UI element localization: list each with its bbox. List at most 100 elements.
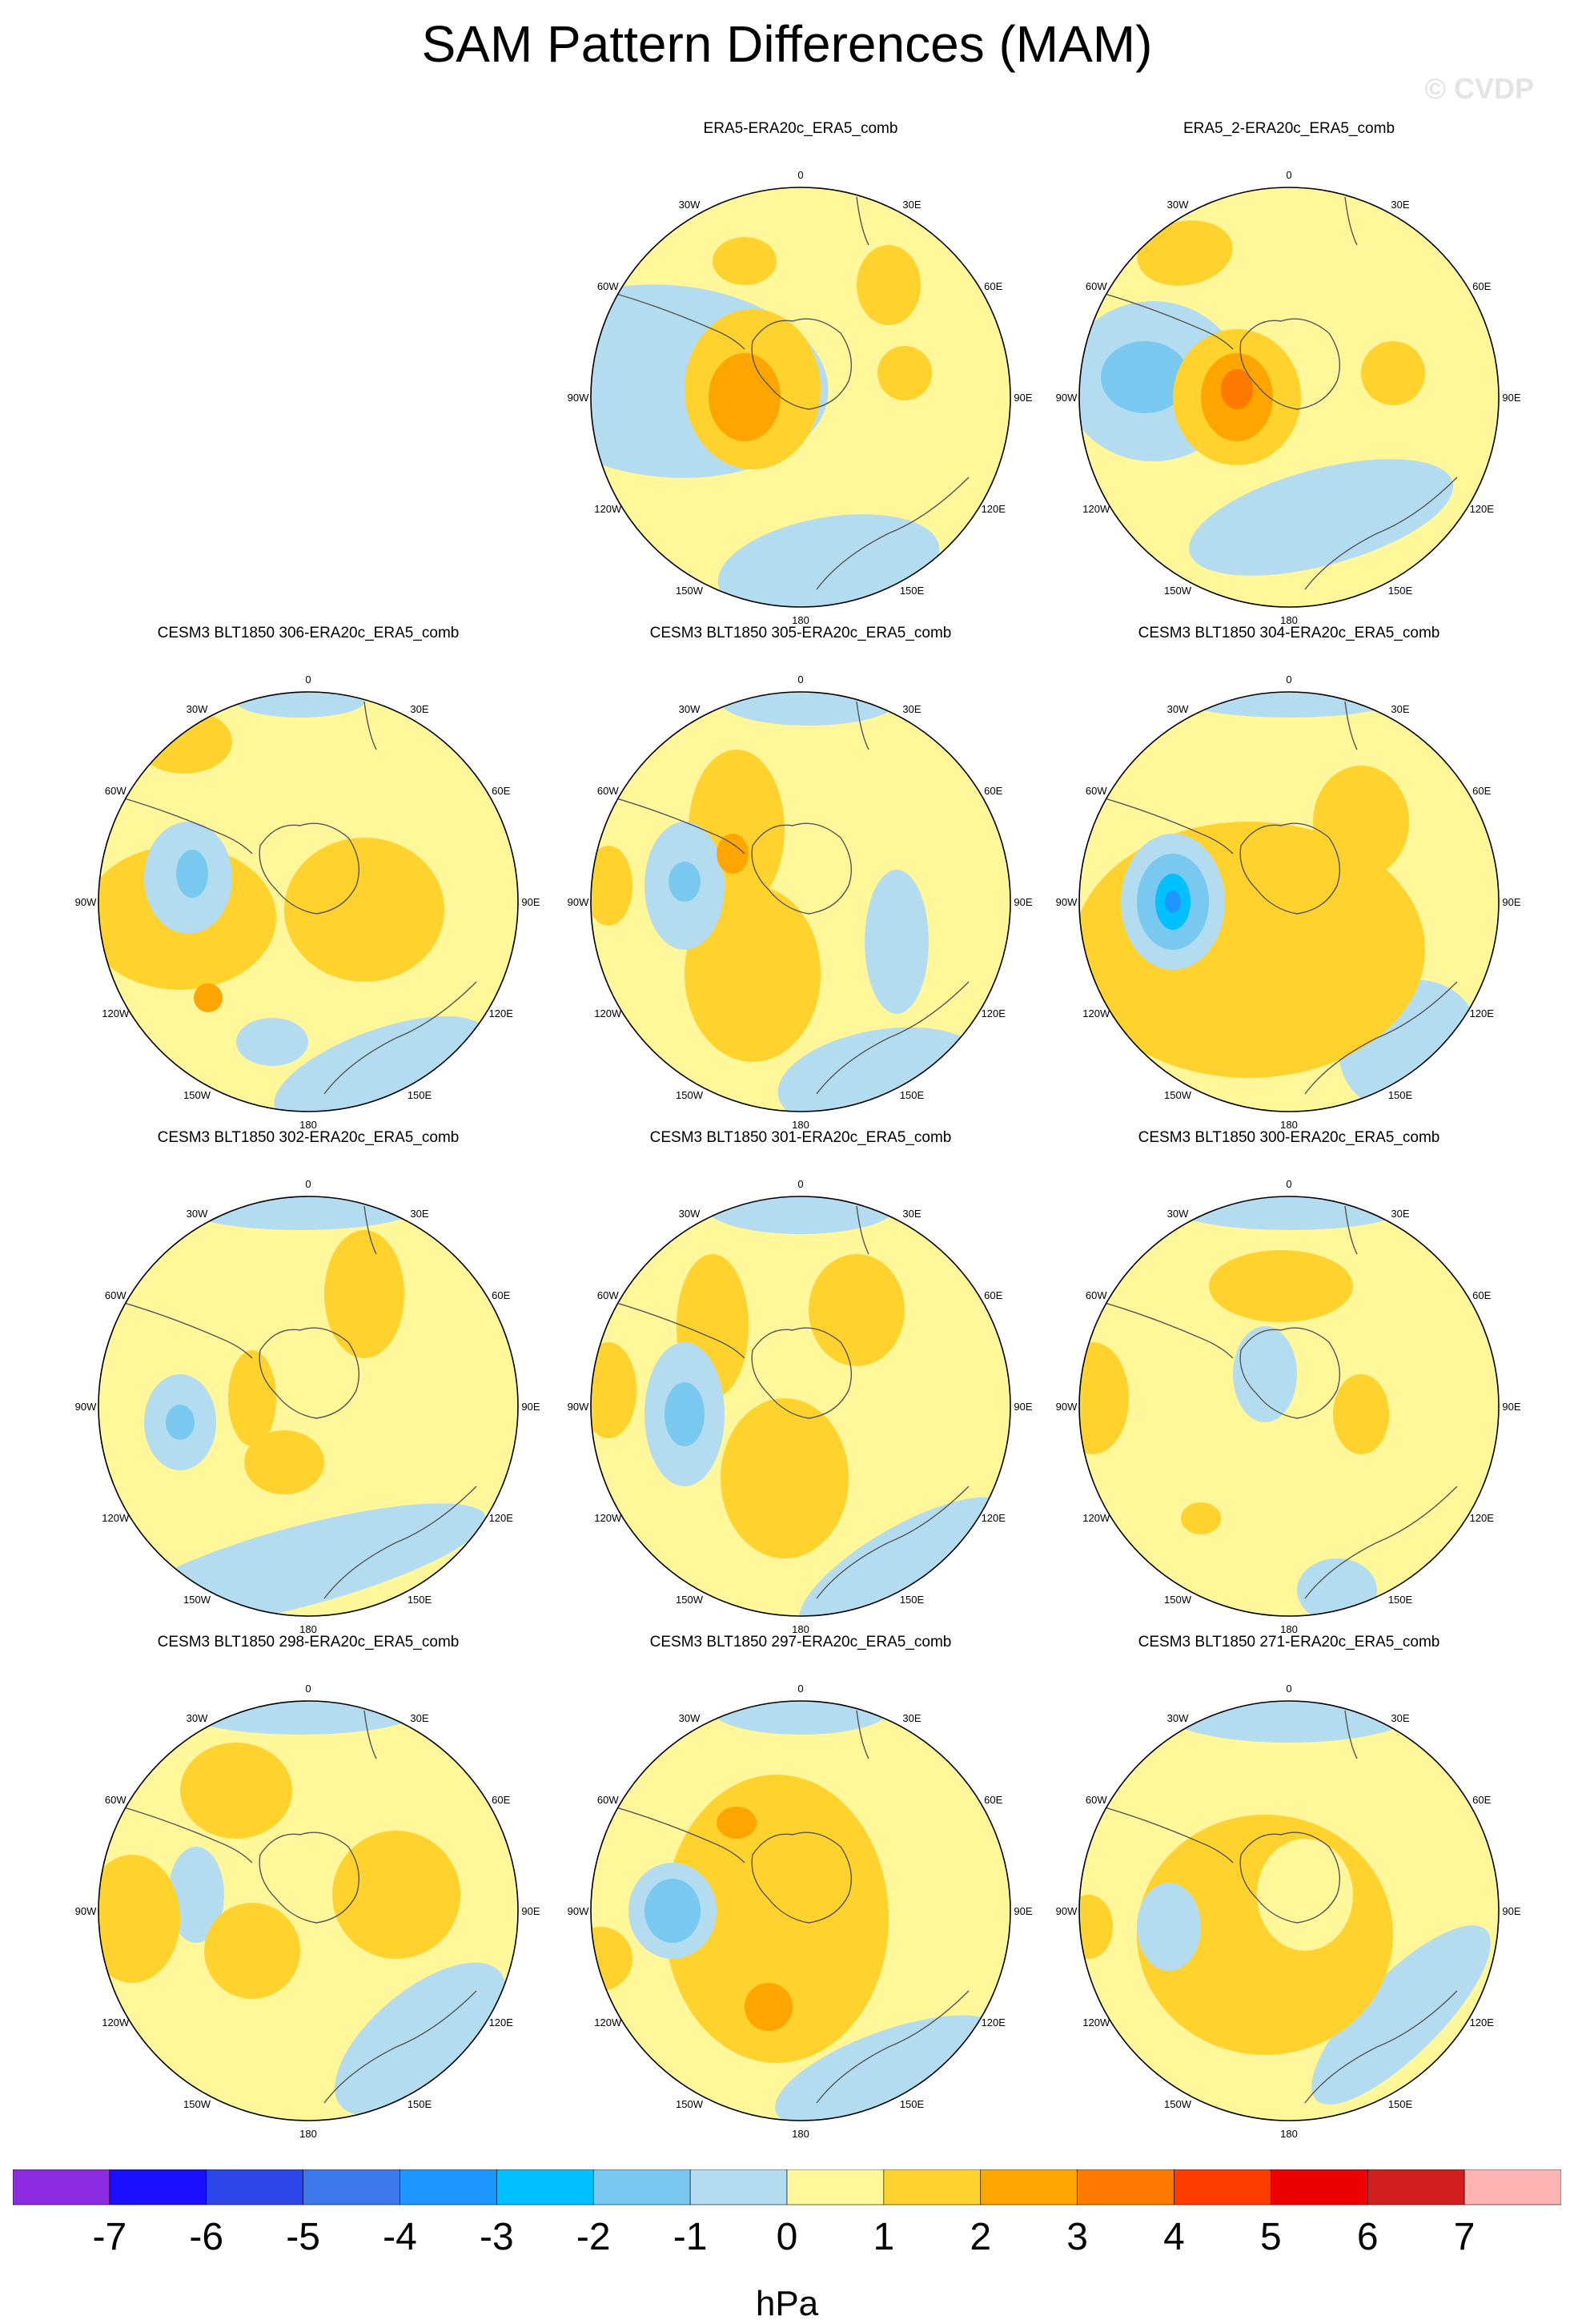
longitude-label: 180 [1280, 1119, 1298, 1129]
contour-region [721, 692, 897, 726]
antarctica-coastline [751, 822, 853, 915]
longitude-label: 120W [594, 1007, 622, 1019]
colorbar-tick-label: 2 [970, 2216, 991, 2258]
longitude-label: 30E [902, 1712, 921, 1724]
longitude-label: 30W [187, 1208, 208, 1220]
longitude-label: 120W [1082, 2016, 1110, 2028]
colorbar-box [303, 2169, 400, 2205]
longitude-label: 30E [410, 1208, 428, 1220]
longitude-label: 30W [1167, 199, 1189, 211]
contour-region [721, 1398, 849, 1558]
australia-coastline [816, 1990, 970, 2104]
contour-region [180, 1196, 420, 1230]
longitude-label: 60E [984, 280, 1002, 292]
contour-region [194, 983, 223, 1012]
contour-region [705, 1196, 897, 1234]
longitude-label: 30E [902, 1208, 921, 1220]
colorbar-box [1271, 2169, 1368, 2205]
contour-region [669, 862, 701, 902]
polar-map: 0 30E 60E 90E 120E 150E 180 150W 120W 90W 60W 30W [1056, 169, 1521, 625]
longitude-label: 180 [1280, 614, 1298, 625]
contour-region [180, 1743, 292, 1839]
longitude-label: 30W [679, 703, 701, 715]
longitude-label: 90E [1014, 392, 1032, 404]
contour-region [1221, 369, 1253, 409]
longitude-label: 150W [1164, 585, 1192, 597]
colorbar-tick-label: -5 [286, 2216, 320, 2258]
map-boundary [1078, 1700, 1500, 2121]
colorbar-tick-label: 4 [1163, 2216, 1185, 2258]
longitude-label: 30W [1167, 1712, 1189, 1724]
colorbar-box [786, 2169, 885, 2205]
longitude-label: 90E [521, 1905, 540, 1917]
contour-region [1137, 1883, 1201, 1971]
longitude-label: 120E [1470, 2016, 1495, 2028]
panel-title: CESM3 BLT1850 300-ERA20c_ERA5_comb [1138, 1129, 1440, 1146]
longitude-label: 30E [410, 703, 428, 715]
contour-region [236, 692, 364, 718]
antarctica-coastline [751, 318, 853, 410]
longitude-label: 150E [900, 585, 925, 597]
map-panel: CESM3 BLT1850 300-ERA20c_ERA5_comb 0 30E 60… [1041, 1129, 1537, 1634]
colorbar-tick-label: -6 [189, 2216, 223, 2258]
longitude-label: 120W [594, 1512, 622, 1524]
longitude-label: 90E [1502, 1401, 1520, 1413]
longitude-label: 0 [797, 1178, 803, 1190]
contour-region [775, 2015, 1002, 2121]
longitude-label: 180 [299, 2128, 317, 2138]
contour-region [1079, 1342, 1129, 1454]
longitude-label: 150E [900, 1594, 925, 1606]
longitude-label: 30E [902, 703, 921, 715]
contour-region [798, 1497, 1010, 1616]
longitude-label: 90E [1014, 1401, 1032, 1413]
contour-region [857, 245, 921, 325]
contour-region [1181, 1502, 1221, 1534]
colorbar-tick-label: 1 [873, 2216, 895, 2258]
longitude-label: 0 [1286, 1178, 1291, 1190]
polar-map: 0 30E 60E 90E 120E 150E 180 150W 120W 90W 60W 30W [568, 169, 1033, 625]
longitude-label: 60E [492, 785, 510, 797]
australia-coastline [1304, 476, 1458, 590]
longitude-label: 90E [1502, 1905, 1520, 1917]
antarctica-coastline [751, 1831, 853, 1924]
antarctica-coastline [751, 1327, 853, 1419]
longitude-label: 120E [1470, 503, 1495, 515]
polar-map: 0 30E 60E 90E 120E 150E 180 150W 120W 90W 60W 30W [75, 1178, 540, 1634]
australia-coastline [1304, 1486, 1458, 1599]
longitude-label: 180 [792, 614, 809, 625]
longitude-label: 120W [594, 503, 622, 515]
map-panel: CESM3 BLT1850 302-ERA20c_ERA5_comb 0 30E 60… [60, 1129, 556, 1634]
longitude-label: 120W [1082, 1007, 1110, 1019]
longitude-label: 60E [492, 1289, 510, 1301]
polar-map: 0 30E 60E 90E 120E 150E 180 150W 120W 90W 60W 30W [1056, 673, 1521, 1129]
longitude-label: 120E [489, 2016, 514, 2028]
contour-region [717, 1807, 757, 1839]
longitude-label: 30W [187, 703, 208, 715]
africa-coastline [363, 701, 377, 750]
longitude-label: 180 [299, 1119, 317, 1129]
longitude-label: 90E [521, 1401, 540, 1413]
panel-title: CESM3 BLT1850 302-ERA20c_ERA5_comb [157, 1129, 460, 1146]
colorbar-tick-label: 6 [1357, 2216, 1379, 2258]
longitude-label: 150W [676, 2098, 704, 2110]
panel-title: ERA5-ERA20c_ERA5_comb [703, 120, 898, 137]
contour-region [180, 1701, 420, 1735]
colorbar-tick-label: 5 [1260, 2216, 1282, 2258]
longitude-label: 90W [1056, 1905, 1078, 1917]
contour-region [644, 1879, 701, 1943]
colorbar-tick-label: 0 [777, 2216, 798, 2258]
colorbar-units: hPa [755, 2284, 819, 2323]
antarctica-coastline [259, 1831, 360, 1924]
longitude-label: 150W [183, 1089, 211, 1101]
africa-coastline [363, 1205, 377, 1255]
contour-region [809, 1254, 905, 1366]
panel-title: ERA5_2-ERA20c_ERA5_comb [1183, 120, 1395, 137]
longitude-label: 120E [982, 2016, 1006, 2028]
longitude-label: 150W [676, 585, 704, 597]
longitude-label: 120W [594, 2016, 622, 2028]
panel-title: CESM3 BLT1850 301-ERA20c_ERA5_comb [649, 1129, 952, 1146]
colorbar-box [206, 2169, 303, 2205]
longitude-label: 90E [1502, 896, 1520, 908]
contour-region [1101, 341, 1189, 413]
colorbar-tick-label: -7 [93, 2216, 127, 2258]
